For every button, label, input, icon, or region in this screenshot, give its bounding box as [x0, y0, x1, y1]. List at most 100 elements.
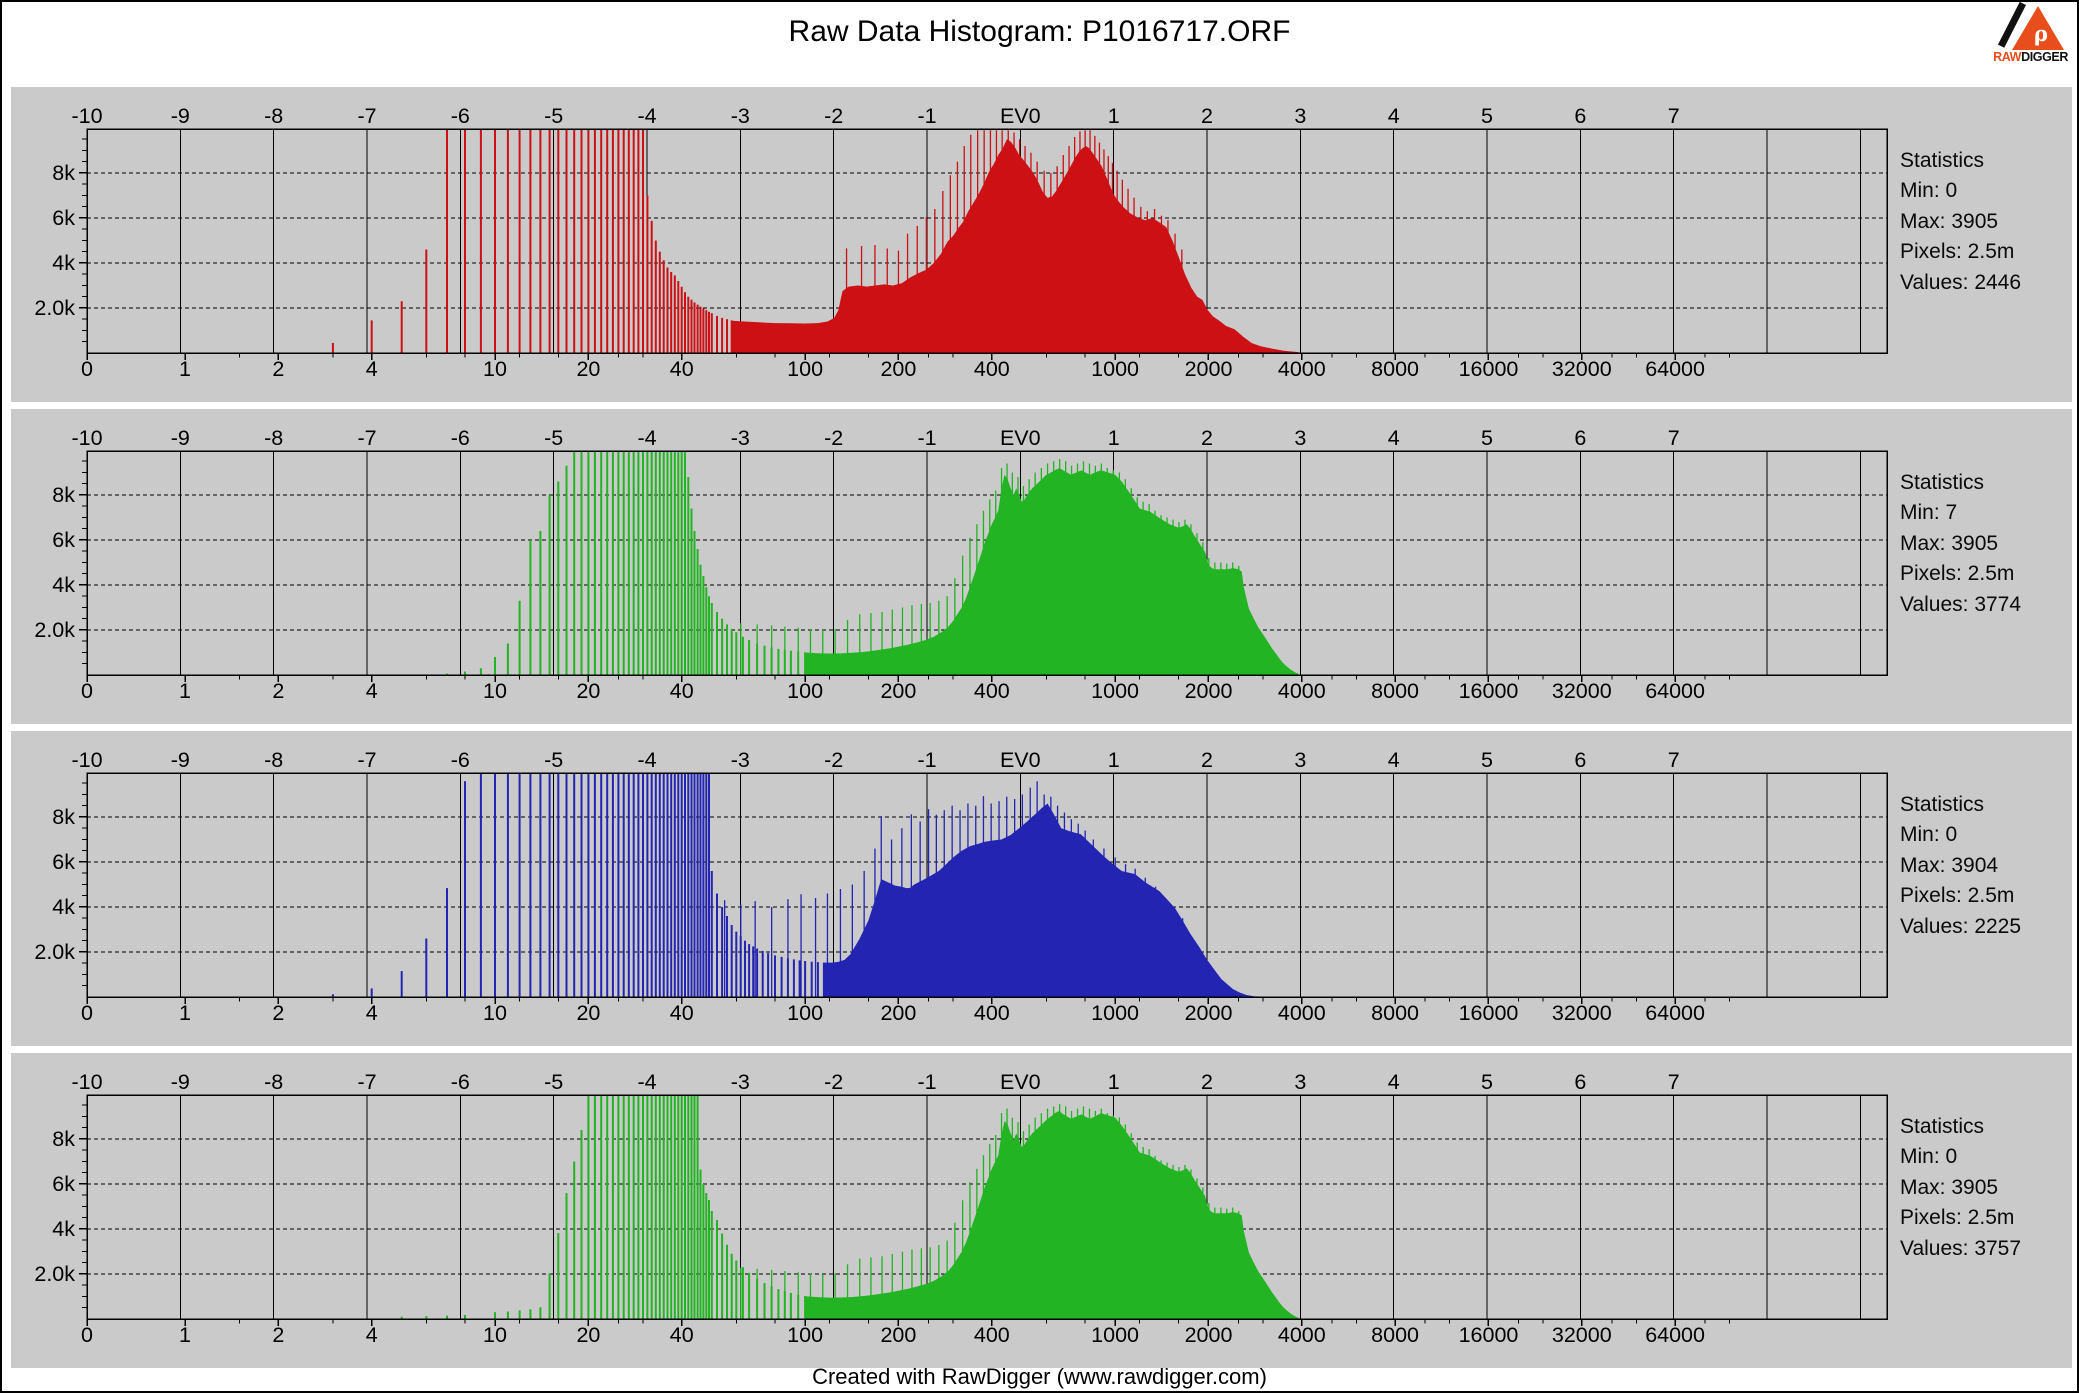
ev-axis-label: 7	[1668, 748, 1680, 772]
x-axis-label: 4000	[1278, 1001, 1326, 1025]
ev-axis-label: -2	[824, 1070, 843, 1094]
y-axis-label: 2.0k	[34, 618, 75, 642]
stats-min: Min: 0	[1900, 179, 1958, 203]
ev-axis-label: -8	[264, 426, 283, 450]
ev-axis-label: 1	[1108, 1070, 1120, 1094]
x-axis-label: 16000	[1459, 1323, 1519, 1347]
x-axis-label: 2000	[1185, 679, 1233, 703]
y-axis-label: 8k	[52, 161, 75, 185]
y-axis-label: 2.0k	[34, 296, 75, 320]
x-axis-label: 8000	[1371, 1001, 1419, 1025]
ev-axis-label: -9	[171, 748, 190, 772]
ev-axis-label: -6	[451, 748, 470, 772]
x-axis-label: 16000	[1459, 679, 1519, 703]
ev-axis-label: -9	[171, 104, 190, 128]
x-axis-label: 40	[670, 357, 694, 381]
ev-axis-label: 4	[1388, 426, 1400, 450]
ev-axis-label: -6	[451, 104, 470, 128]
ev-axis-label: 7	[1668, 104, 1680, 128]
x-axis-label: 2000	[1185, 1323, 1233, 1347]
statistics-block-blue: Statistics Min: 0 Max: 3904 Pixels: 2.5m…	[1900, 790, 2021, 942]
x-axis-label: 4	[366, 357, 378, 381]
x-axis-label: 200	[880, 1323, 916, 1347]
y-axis-label: 8k	[52, 483, 75, 507]
ev-axis-label: EV0	[1000, 104, 1041, 128]
x-axis-label: 8000	[1371, 357, 1419, 381]
ev-axis-label: -5	[544, 748, 563, 772]
x-axis-label: 200	[880, 357, 916, 381]
x-axis-label: 32000	[1552, 679, 1612, 703]
ev-axis-label: -3	[731, 426, 750, 450]
x-axis-label: 0	[81, 357, 93, 381]
stats-min: Min: 0	[1900, 1145, 1958, 1169]
stats-title: Statistics	[1900, 149, 1985, 172]
x-axis-label: 10	[483, 1001, 507, 1025]
y-axis-label: 4k	[52, 895, 75, 919]
axis-labels: -10 -9 -8 -7 -6 -5 -4 -3 -2 -1 EV0 1 2 3 4 5 6 7 2.0k 4k 6k 8…	[34, 748, 1705, 1025]
stats-min: Min: 0	[1900, 823, 1958, 847]
x-axis-label: 200	[880, 679, 916, 703]
histogram-plot-green: -10 -9 -8 -7 -6 -5 -4 -3 -2 -1 EV0 1 2 3 4 5 6 7 2.0k 4k 6k 8…	[34, 426, 1888, 703]
y-axis-label: 2.0k	[34, 1262, 75, 1286]
ev-axis-label: -5	[544, 426, 563, 450]
y-axis-label: 6k	[52, 528, 75, 552]
x-axis-label: 1	[179, 679, 191, 703]
stats-max: Max: 3905	[1900, 531, 1999, 555]
logo-rho-symbol: ρ	[2034, 21, 2048, 46]
axes	[79, 450, 1888, 682]
y-axis-label: 2.0k	[34, 940, 75, 964]
ev-axis-label: EV0	[1000, 748, 1041, 772]
stats-values: Values: 3774	[1900, 592, 2022, 616]
histogram-panel-blue: -10 -9 -8 -7 -6 -5 -4 -3 -2 -1 EV0 1 2 3 4 5 6 7 2.0k 4k 6k 8…	[11, 731, 2072, 1046]
ev-axis-label: -1	[917, 104, 936, 128]
ev-axis-label: -6	[451, 1070, 470, 1094]
x-axis-label: 64000	[1645, 1323, 1705, 1347]
stats-values: Values: 2225	[1900, 914, 2022, 938]
x-axis-label: 20	[576, 679, 600, 703]
x-axis-label: 4	[366, 679, 378, 703]
x-axis-label: 64000	[1645, 679, 1705, 703]
ev-axis-label: -1	[917, 426, 936, 450]
axes	[79, 1094, 1888, 1326]
ev-axis-label: -7	[357, 426, 376, 450]
x-axis-label: 10	[483, 679, 507, 703]
ev-axis-label: 5	[1481, 104, 1493, 128]
ev-axis-label: 3	[1294, 104, 1306, 128]
ev-axis-label: -10	[71, 748, 102, 772]
ev-axis-label: -4	[637, 1070, 656, 1094]
x-axis-label: 1	[179, 1001, 191, 1025]
x-axis-label: 32000	[1552, 1001, 1612, 1025]
x-axis-label: 100	[787, 357, 823, 381]
ev-axis-label: -1	[917, 1070, 936, 1094]
ev-axis-label: -10	[71, 104, 102, 128]
stats-max: Max: 3905	[1900, 209, 1999, 233]
ev-axis-label: -5	[544, 1070, 563, 1094]
x-axis-label: 4000	[1278, 1323, 1326, 1347]
ev-axis-label: -10	[71, 1070, 102, 1094]
stats-pixels: Pixels: 2.5m	[1900, 562, 2015, 586]
ev-axis-label: 7	[1668, 426, 1680, 450]
ev-axis-label: -6	[451, 426, 470, 450]
x-axis-label: 0	[81, 1001, 93, 1025]
logo-brand-raw: RAW	[1993, 50, 2022, 64]
ev-axis-label: -3	[731, 1070, 750, 1094]
x-axis-label: 10	[483, 1323, 507, 1347]
rawdigger-logo: ρ RAWDIGGER	[1986, 1, 2070, 65]
stats-pixels: Pixels: 2.5m	[1900, 1206, 2015, 1230]
x-axis-label: 16000	[1459, 357, 1519, 381]
ev-axis-label: -2	[824, 426, 843, 450]
y-axis-label: 4k	[52, 251, 75, 275]
histogram-panel-green2: -10 -9 -8 -7 -6 -5 -4 -3 -2 -1 EV0 1 2 3 4 5 6 7 2.0k 4k 6k 8…	[11, 1053, 2072, 1368]
x-axis-label: 2	[272, 1323, 284, 1347]
stats-title: Statistics	[1900, 471, 1985, 494]
y-axis-label: 6k	[52, 1172, 75, 1196]
stats-values: Values: 3757	[1900, 1236, 2022, 1260]
ev-axis-label: -2	[824, 748, 843, 772]
ev-axis-label: 1	[1108, 426, 1120, 450]
ev-axis-label: -4	[637, 104, 656, 128]
ev-axis-label: 5	[1481, 426, 1493, 450]
ev-axis-label: -5	[544, 104, 563, 128]
y-axis-label: 6k	[52, 850, 75, 874]
x-axis-label: 2	[272, 679, 284, 703]
